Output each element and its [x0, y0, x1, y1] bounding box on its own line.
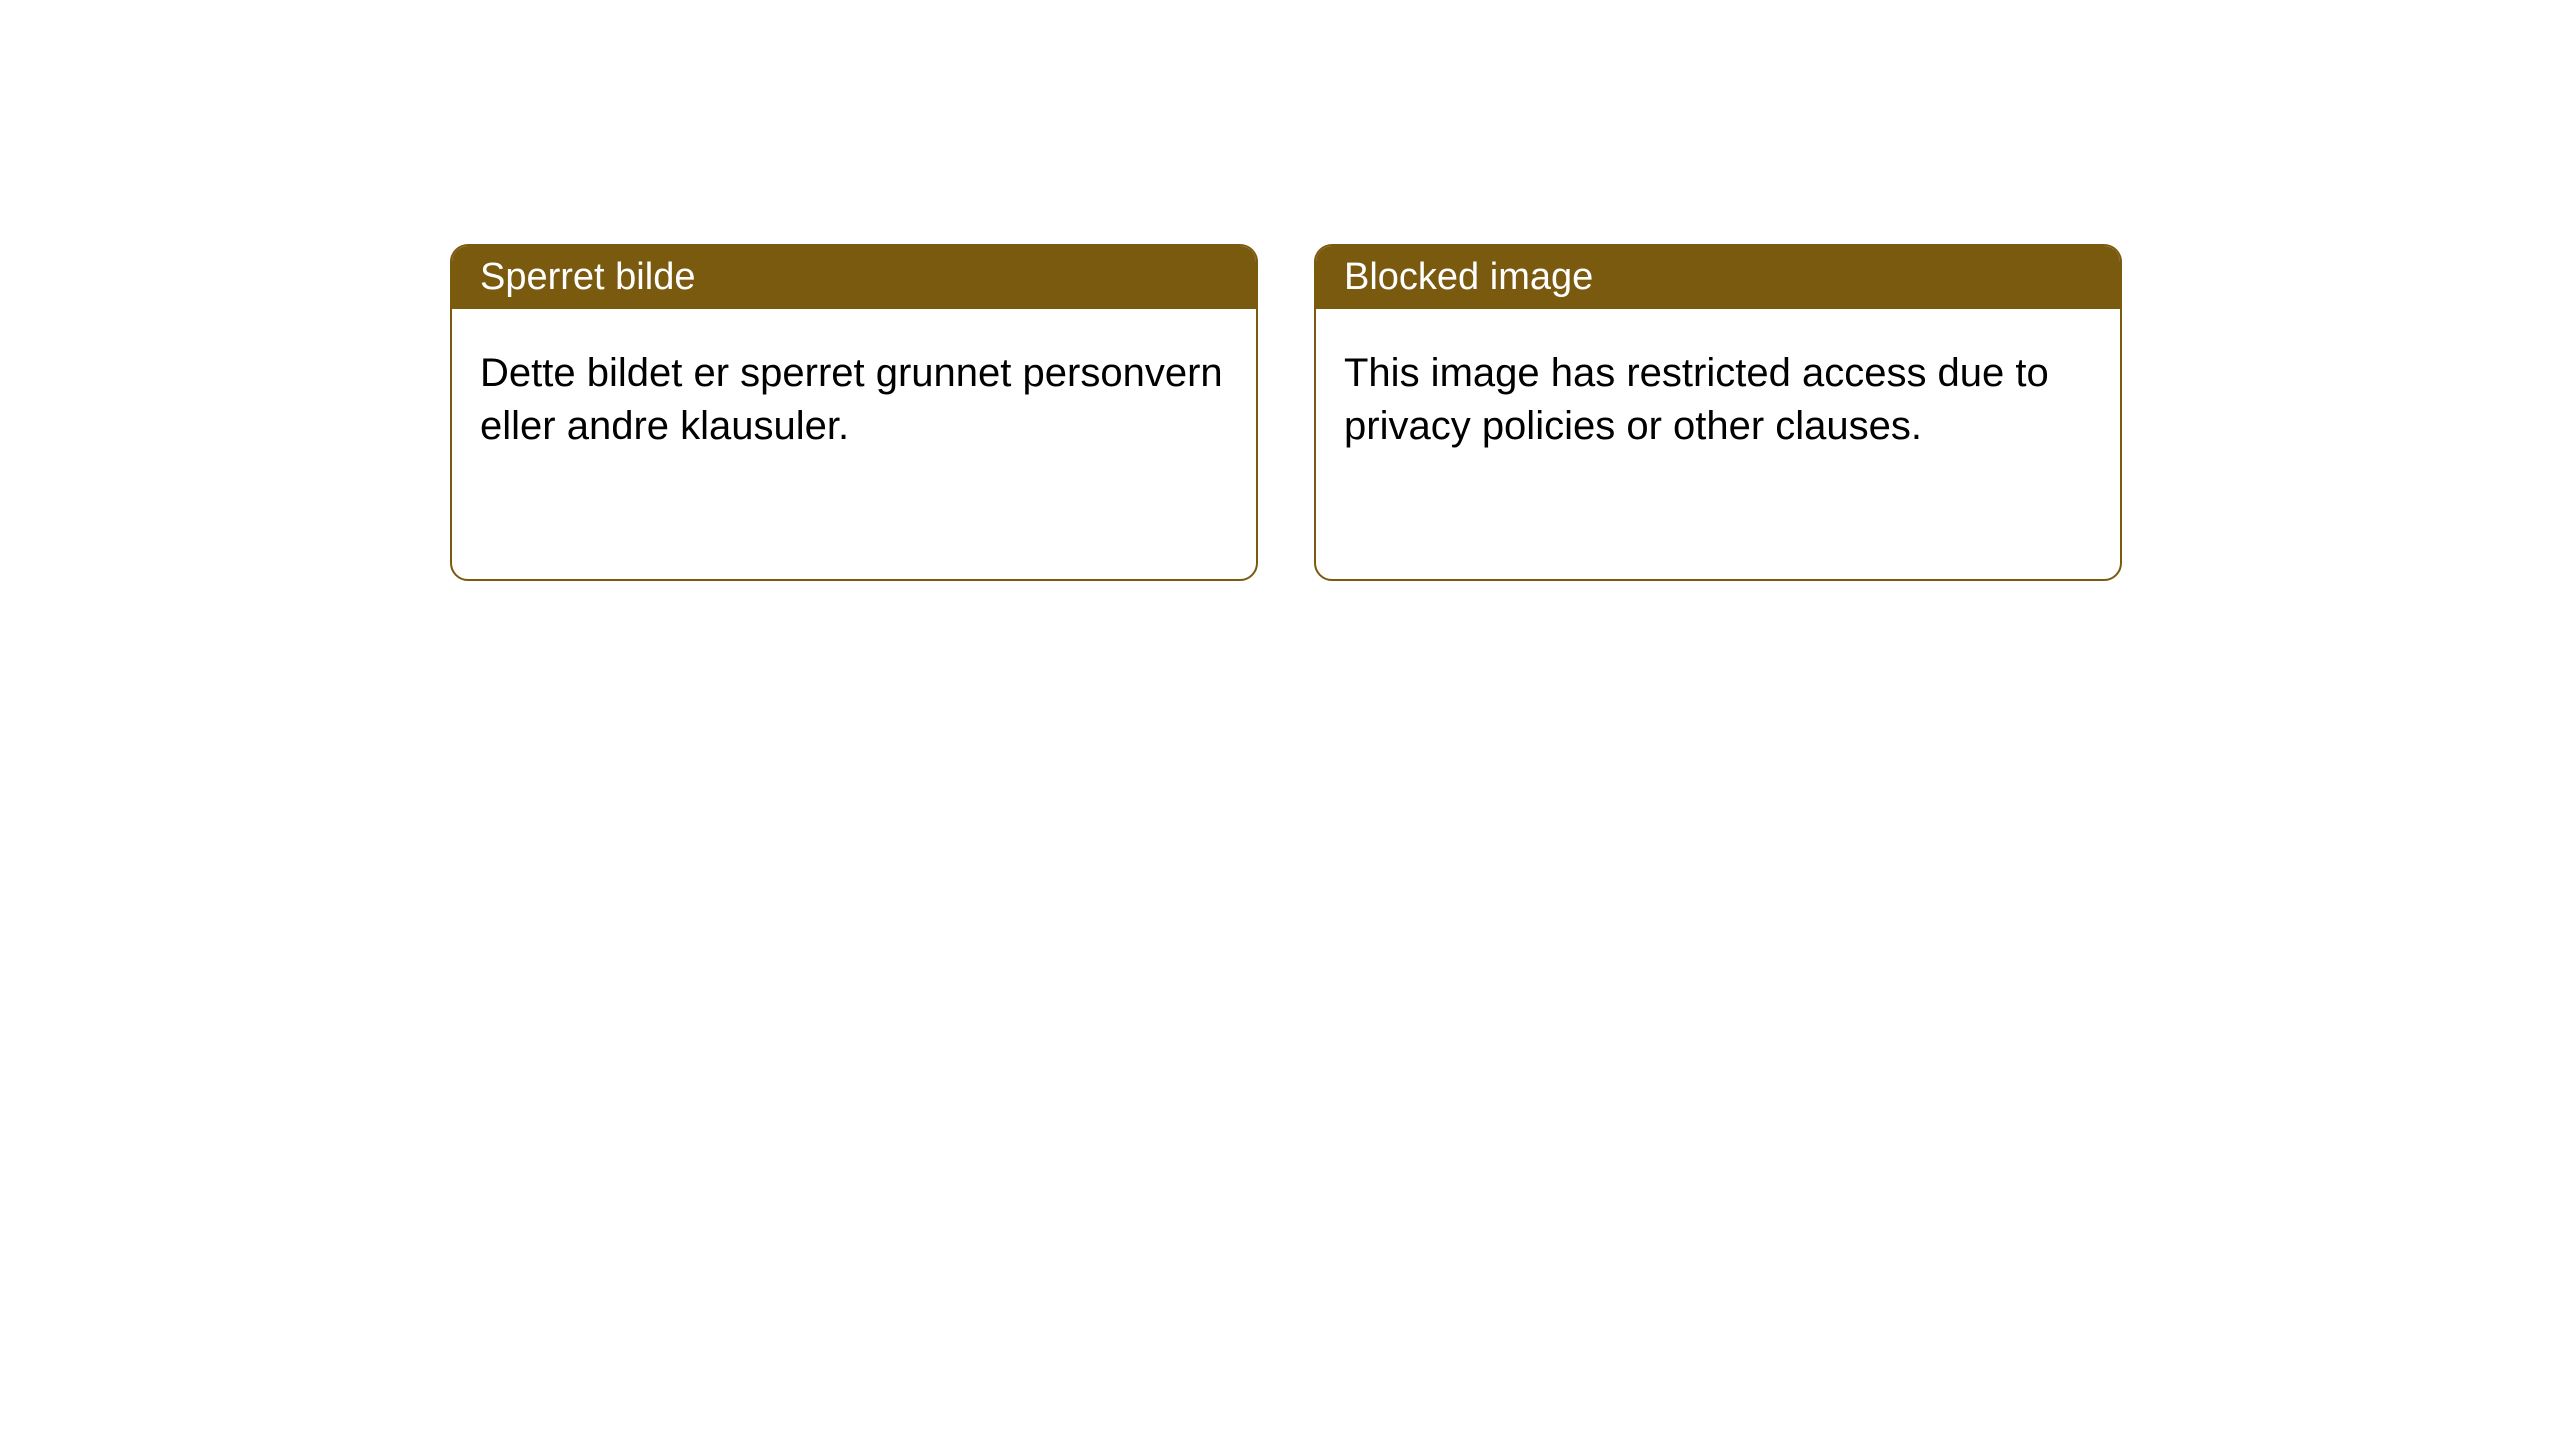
notice-body-english: This image has restricted access due to … [1316, 309, 2120, 481]
notice-container: Sperret bilde Dette bildet er sperret gr… [0, 0, 2560, 581]
notice-card-norwegian: Sperret bilde Dette bildet er sperret gr… [450, 244, 1258, 581]
notice-card-english: Blocked image This image has restricted … [1314, 244, 2122, 581]
notice-body-norwegian: Dette bildet er sperret grunnet personve… [452, 309, 1256, 481]
notice-header-norwegian: Sperret bilde [452, 246, 1256, 309]
notice-header-english: Blocked image [1316, 246, 2120, 309]
